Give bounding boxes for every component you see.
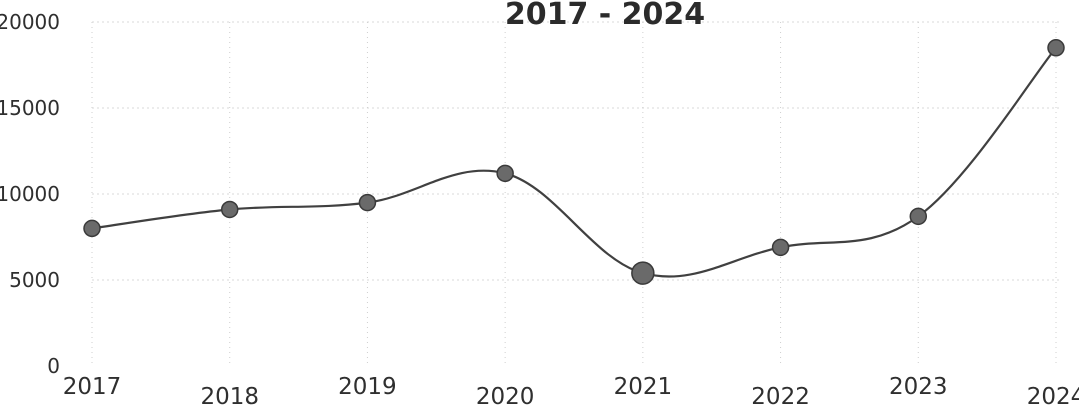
x-tick-label: 2018 [200,384,259,410]
data-point-2021 [631,261,655,285]
data-point-2019 [358,193,377,212]
data-point-2022 [771,238,790,257]
data-points [83,39,1065,285]
y-tick-label: 10000 [0,182,60,206]
series-line [91,47,1057,278]
data-point-2018 [220,200,239,219]
series-line-group [91,47,1057,278]
y-tick-label: 0 [47,354,60,378]
y-tick-label: 20000 [0,10,60,34]
y-tick-label: 5000 [9,268,60,292]
y-axis-ticks: 0 5000 10000 15000 20000 [0,10,60,378]
x-tick-label: 2020 [476,384,535,410]
x-tick-label: 2021 [614,374,673,400]
chart-title: 2017 - 2024 [505,0,705,32]
data-point-2023 [909,207,928,226]
x-tick-label: 2024 [1027,384,1079,410]
y-tick-label: 15000 [0,96,60,120]
x-tick-label: 2022 [751,384,810,410]
data-point-2024 [1047,39,1065,57]
x-tick-label: 2023 [889,374,948,400]
x-tick-label: 2019 [338,374,397,400]
data-point-2017 [83,219,101,238]
grid [91,21,1060,366]
x-axis-ticks: 2017 2018 2019 2020 2021 2022 2023 2024 [63,374,1079,410]
x-tick-label: 2017 [63,374,122,400]
data-point-2020 [496,164,514,183]
